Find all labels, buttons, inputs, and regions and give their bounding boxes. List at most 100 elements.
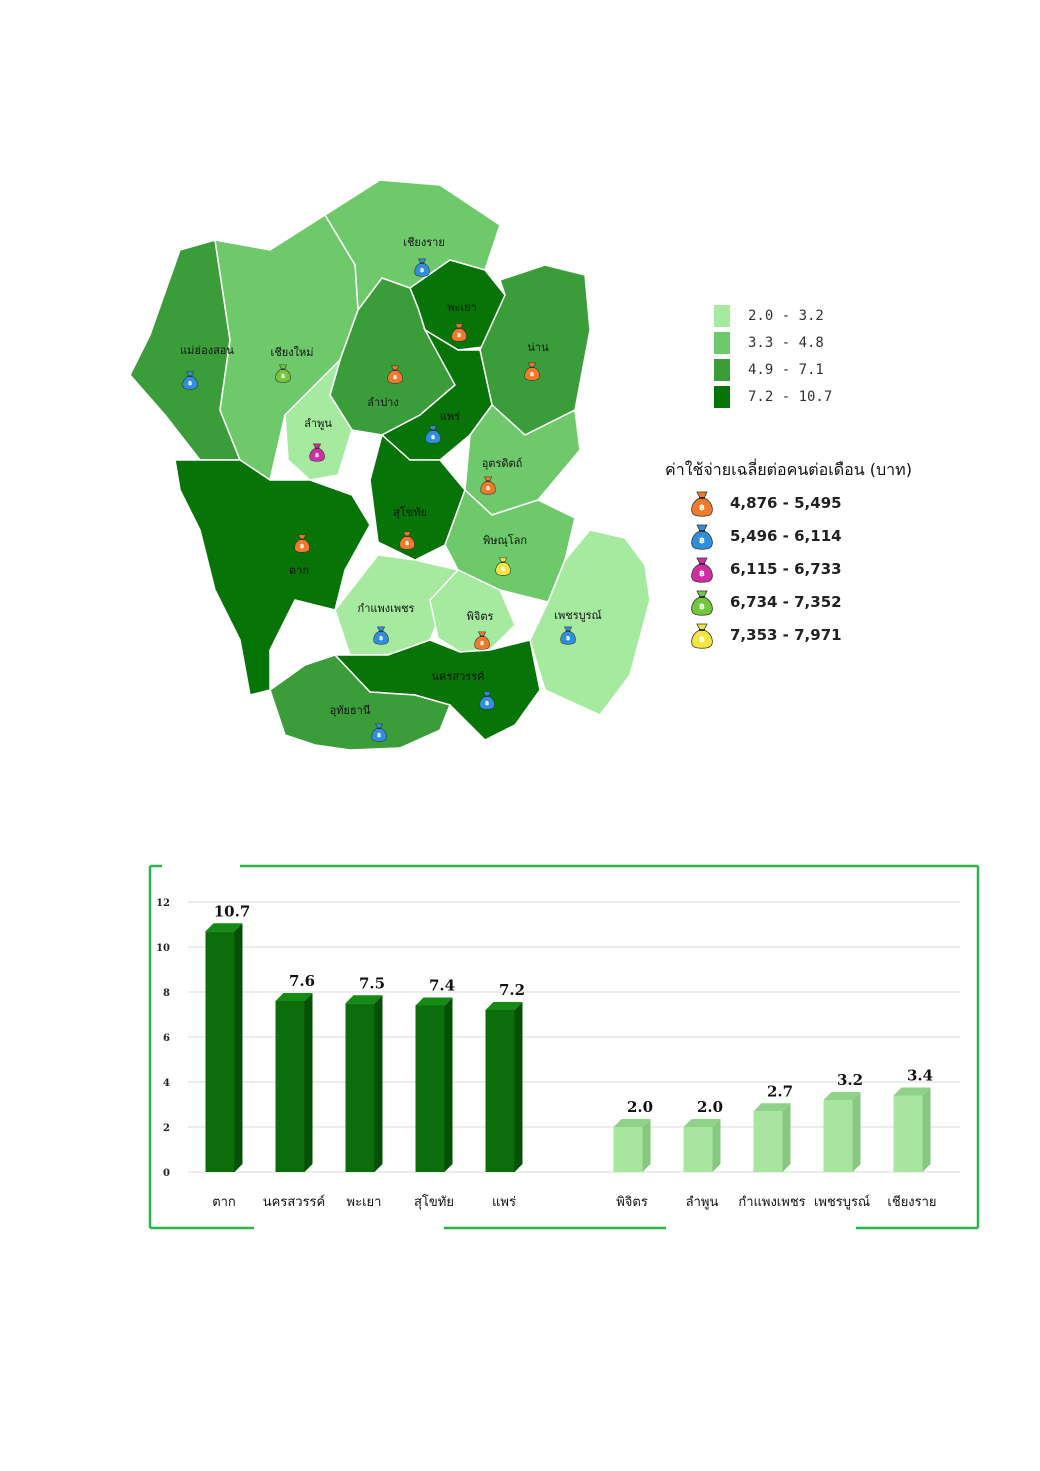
money-bag-icon: ฿ <box>495 557 511 576</box>
bar-front <box>415 1005 445 1172</box>
svg-text:฿: ฿ <box>699 536 705 545</box>
bar-side <box>374 995 383 1172</box>
bar-side <box>782 1103 791 1172</box>
province-label: แม่ฮ่องสอน <box>180 344 234 357</box>
bar-chart-canvas: 0 2 4 6 8 10 12 10.7 ตาก 7.6 นครสวรรค์ 7.5 พะเยา 7.4 ส… <box>148 864 980 1230</box>
province-label: พิษณุโลก <box>482 534 528 547</box>
province-label: ลำปาง <box>367 396 399 409</box>
money-bag-icon: ฿ <box>479 691 495 710</box>
money-bag-icon: ฿ <box>387 365 403 384</box>
province-shape <box>269 654 452 751</box>
density-legend-item: 4.9 - 7.1 <box>714 356 832 383</box>
density-swatch <box>714 358 730 381</box>
x-tick-label: แพร่ <box>492 1195 516 1210</box>
bar-front <box>275 1001 305 1172</box>
x-tick-label: สุโขทัย <box>414 1194 454 1210</box>
bar-top <box>753 1103 791 1112</box>
money-bag-icon: ฿ <box>691 524 713 550</box>
bar-top <box>823 1092 861 1100</box>
svg-text:฿: ฿ <box>566 635 570 642</box>
data-label: 7.6 <box>289 972 315 990</box>
x-tick-label: นครสวรรค์ <box>263 1194 325 1210</box>
x-tick-label: พิจิตร <box>616 1195 648 1210</box>
bar <box>753 1103 791 1172</box>
money-bag-icon: ฿ <box>691 623 713 649</box>
province-label: ลำพูน <box>304 417 332 430</box>
bar-top <box>893 1087 931 1096</box>
spend-legend-label: 4,876 - 5,495 <box>730 493 842 512</box>
bar-side <box>852 1092 861 1172</box>
bar-front <box>893 1095 923 1172</box>
svg-text:฿: ฿ <box>405 540 409 547</box>
province-label: เชียงราย <box>403 236 445 249</box>
svg-text:฿: ฿ <box>393 374 397 381</box>
svg-text:฿: ฿ <box>699 635 705 644</box>
spend-legend-label: 6,115 - 6,733 <box>730 559 842 578</box>
spend-legend-label: 5,496 - 6,114 <box>730 526 842 545</box>
province-label: กำแพงเพชร <box>357 602 415 615</box>
bar <box>823 1092 861 1172</box>
y-tick-label: 4 <box>163 1078 170 1089</box>
y-tick-label: 0 <box>163 1168 170 1179</box>
density-legend-item: 2.0 - 3.2 <box>714 302 832 329</box>
svg-text:฿: ฿ <box>420 267 424 274</box>
bar-side <box>642 1119 651 1172</box>
svg-text:฿: ฿ <box>431 434 435 441</box>
bar-front <box>345 1003 375 1172</box>
province-label: อุตรดิตถ์ <box>481 457 523 470</box>
province-label: เพชรบูรณ์ <box>554 609 602 622</box>
y-tick-label: 2 <box>163 1123 170 1134</box>
money-bag-icon: ฿ <box>691 557 713 583</box>
density-swatch <box>714 304 730 327</box>
y-tick-label: 10 <box>156 943 170 954</box>
density-legend-label: 7.2 - 10.7 <box>748 388 833 405</box>
density-legend-item: 3.3 - 4.8 <box>714 329 832 356</box>
money-bag-icon: ฿ <box>182 371 198 390</box>
bar-top <box>415 997 453 1006</box>
y-tick-label: 12 <box>156 898 170 909</box>
spend-legend-item: ฿ 6,115 - 6,733 <box>688 552 842 585</box>
bar-top <box>205 923 243 932</box>
data-label: 2.0 <box>627 1098 653 1116</box>
province-label: สุโขทัย <box>393 506 427 519</box>
money-bag-icon: ฿ <box>451 323 467 342</box>
bar <box>485 1002 523 1172</box>
bar <box>275 993 313 1172</box>
svg-text:฿: ฿ <box>699 503 705 512</box>
province-label: นครสวรรค์ <box>431 670 485 683</box>
bar <box>205 923 243 1172</box>
bar-side <box>234 923 243 1172</box>
data-label: 3.2 <box>837 1071 863 1089</box>
spend-legend-label: 6,734 - 7,352 <box>730 592 842 611</box>
bar-side <box>444 997 453 1172</box>
density-swatch <box>714 331 730 354</box>
bar-side <box>304 993 313 1172</box>
bar-top <box>345 995 383 1004</box>
svg-text:฿: ฿ <box>485 700 489 707</box>
province-label: น่าน <box>527 341 549 354</box>
money-bag-icon: ฿ <box>480 476 496 495</box>
money-bag-icon: ฿ <box>275 364 291 383</box>
data-label: 7.5 <box>359 974 385 992</box>
x-tick-label: พะเยา <box>347 1195 382 1210</box>
x-tick-label: ตาก <box>212 1195 236 1210</box>
spend-legend-title: ค่าใช้จ่ายเฉลี่ยต่อคนต่อเดือน (บาท) <box>665 460 912 479</box>
money-bag-icon: ฿ <box>399 531 415 550</box>
money-bag-icon: ฿ <box>373 626 389 645</box>
bar-top <box>683 1119 721 1127</box>
bar-side <box>712 1119 721 1172</box>
bar-front <box>205 931 235 1172</box>
bar-chart: 0 2 4 6 8 10 12 10.7 ตาก 7.6 นครสวรรค์ 7.5 พะเยา 7.4 ส… <box>148 864 980 1230</box>
bar-top <box>613 1119 651 1127</box>
bar <box>893 1087 931 1172</box>
bar-side <box>514 1002 523 1172</box>
spend-legend-item: ฿ 6,734 - 7,352 <box>688 585 842 618</box>
money-bag-icon: ฿ <box>691 590 713 616</box>
svg-text:฿: ฿ <box>379 635 383 642</box>
money-bag-icon: ฿ <box>474 631 490 650</box>
svg-text:฿: ฿ <box>281 373 285 380</box>
svg-text:฿: ฿ <box>315 452 319 459</box>
province-map: ฿฿฿฿฿฿฿฿฿฿฿฿฿฿฿฿฿ เชียงราย พะเยา น่าน แม่ฮ่… <box>120 170 660 760</box>
y-tick-label: 8 <box>163 988 170 999</box>
province-shape <box>429 569 516 653</box>
